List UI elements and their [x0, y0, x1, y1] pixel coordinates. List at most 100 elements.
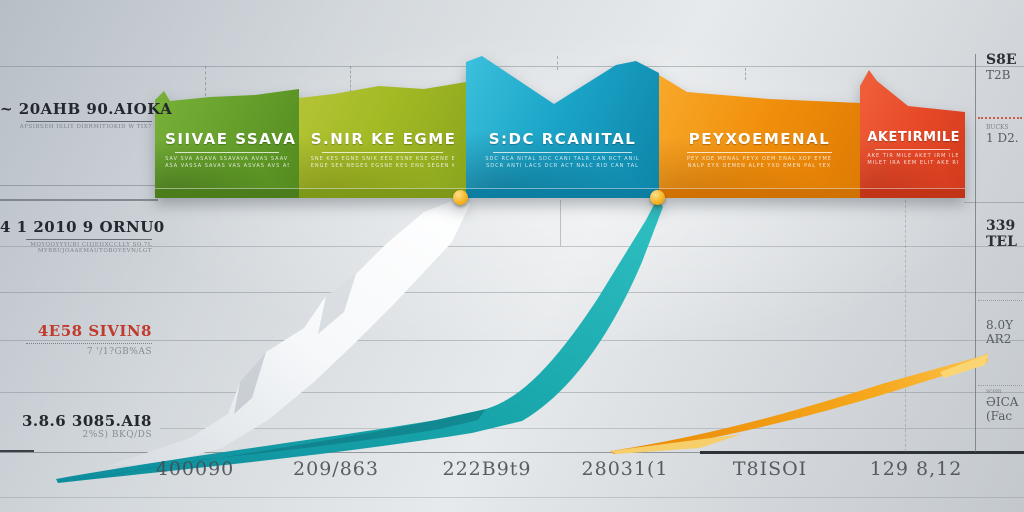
ribbon-white-fold [318, 274, 356, 334]
title-underline [492, 152, 633, 153]
segment-title: SIIVAE SSAVA [165, 130, 297, 148]
label-line: scem [986, 388, 1002, 395]
banner-segment-1: SIIVAE SSAVA SAV SVA ASAVA SSAVAVA AVAS … [155, 89, 299, 198]
title-underline [874, 149, 951, 150]
left-axis-label-1: ~ 20AHB 90.AIOKA AFSIBSEH ISLIY DIBRMITI… [0, 100, 173, 130]
label-line: 339 [986, 218, 1016, 234]
title-underline [174, 152, 280, 153]
ribbon-orange-tip [940, 354, 988, 378]
x-tick-4: 28031(1 [581, 458, 669, 480]
x-tick-6: 129 8,12 [869, 458, 963, 480]
label-line: T2B [986, 68, 1011, 82]
segment-title: S.NIR KE EGME [310, 130, 457, 148]
segment-title: PEYXOEMENAL [688, 130, 831, 148]
segment-fold-lip [466, 188, 659, 198]
dotted-marker [978, 300, 1022, 301]
label-sub: 7 '/1?GB%AS [86, 347, 152, 357]
title-underline [686, 152, 833, 153]
right-axis-label-1: S8E T2B [986, 52, 1024, 82]
ribbon-white [108, 197, 470, 466]
gridline-v [205, 66, 206, 96]
right-axis-label-4: 8.0Y AR2 [986, 318, 1024, 346]
gridline-h [0, 392, 1024, 393]
segment-fold-lip [299, 188, 466, 198]
label-main: 4 1 2010 9 ORNU0 [0, 218, 165, 236]
gridline-v [350, 66, 351, 92]
segment-fold-lip [860, 188, 965, 198]
gridline-v [905, 200, 906, 452]
label-line: TEL [986, 234, 1017, 250]
label-line: (Fac [986, 409, 1013, 423]
gridline-h [0, 246, 1024, 247]
gridline-h [0, 66, 1024, 67]
axis-line-bottom-dark [700, 451, 1024, 454]
segment-title: AKETIRMILE [867, 130, 961, 145]
x-tick-1: 400090 [155, 458, 235, 480]
segment-subtext: SAV SVA ASAVA SSAVAVA AVAS SAAV ASVA [165, 156, 289, 162]
label-rule [26, 239, 152, 240]
gridline-v [560, 200, 561, 246]
right-axis-label-5: scem ƏICA (Fac [986, 388, 1024, 423]
label-line: 1 D2. [986, 131, 1019, 145]
left-axis-label-4: 3.8.6 3085.AI8 2%S) BKQ/DS [0, 412, 158, 440]
title-underline [322, 152, 443, 153]
segment-fold-lip [659, 188, 860, 198]
segment-subtext: SNE KES EGNE SNIK EEG ESNE KSE GENE EKS [310, 156, 455, 162]
label-line: ƏICA [986, 395, 1019, 409]
ribbon-teal [56, 199, 663, 483]
banner-segment-5: AKETIRMILE AKE TIR MILE AKET IRM ILE TIR… [860, 70, 965, 198]
label-main: 3.8.6 3085.AI8 [21, 412, 152, 430]
label-line: BUCKS [986, 124, 1009, 131]
segment-fold-lip [155, 188, 299, 198]
segment-subtext: ENGE SEK NEGES EGSNE KES ENG SEGEN KES [310, 163, 455, 169]
segment-subtext: PEY XOE MENAL PEYX OEM ENAL XOP EYME [687, 156, 832, 162]
dotted-marker-red [978, 117, 1022, 119]
banner-segment-4: PEYXOEMENAL PEY XOE MENAL PEYX OEM ENAL … [659, 75, 860, 198]
x-tick-3: 222B9t9 [442, 458, 532, 480]
gridline-h [964, 202, 1024, 203]
right-axis-label-2: BUCKS 1 D2. [986, 124, 1024, 145]
label-line: AR2 [986, 332, 1012, 346]
segment-subtext: NALP EYX OEMEN ALPE YXO EMEN PAL YEX [687, 163, 832, 169]
gridline-h [0, 199, 158, 201]
gridline-h [0, 497, 1024, 498]
label-sub: 2%S) BKQ/DS [82, 430, 152, 440]
segment-subtext: ASA VASSA SAVAS VAS ASVAS AVS ASA SAVA S… [165, 163, 289, 169]
label-sub: AFSIBSEH ISLIY DIBRMITIOKID W TIX7 [19, 124, 152, 130]
ribbon-white-fold [234, 352, 266, 414]
label-sub: MOYOOYYYCBI CIIJEIIXCCLLY SO.7L [30, 242, 152, 248]
joint-dot-1 [453, 190, 468, 205]
gridline-h [0, 292, 1024, 293]
banner-segment-2: S.NIR KE EGME SNE KES EGNE SNIK EEG ESNE… [299, 82, 466, 198]
banner-segment-3: S:DC RCANITAL SDC RCA NITAL SDC CANI TAL… [466, 56, 659, 198]
gridline-h [0, 340, 1024, 341]
gridline-v [745, 68, 746, 80]
label-line: 8.0Y [986, 318, 1014, 332]
axis-tick-left [0, 450, 34, 452]
joint-dot-2 [650, 190, 665, 205]
label-sub: MYBBUJOAAEMAUTOBOYEVN/LGT [37, 248, 152, 254]
left-axis-label-3: 4E58 SIVIN8 7 '/1?GB%AS [0, 322, 158, 357]
label-main: 4E58 SIVIN8 [37, 322, 152, 340]
segment-subtext: AKE TIR MILE AKET IRM ILE TIR AKE [867, 153, 957, 159]
segment-subtext: MILET IRA KEM ELIT AKE RIM TEL [867, 160, 957, 166]
left-axis-label-2: 4 1 2010 9 ORNU0 MOYOOYYYCBI CIIJEIIXCCL… [0, 218, 165, 254]
dotted-marker [978, 385, 1022, 386]
label-rule [26, 343, 152, 345]
axis-line-bottom [0, 452, 700, 453]
segment-subtext: SDCR ANTI LACS DCR ACT NALC RID CAN TAL [486, 163, 639, 169]
ribbon-orange-underside [610, 434, 742, 454]
gridline-h [0, 185, 160, 186]
gridline-h [160, 428, 1024, 429]
x-tick-5: T8ISOI [732, 458, 808, 480]
axis-line-right [975, 54, 976, 452]
label-rule [26, 121, 152, 122]
label-line: S8E [986, 52, 1017, 68]
segment-title: S:DC RCANITAL [488, 130, 637, 148]
right-axis-label-3: 339 TEL [986, 218, 1024, 250]
label-main: ~ 20AHB 90.AIOKA [0, 100, 173, 118]
segment-subtext: SDC RCA NITAL SDC CANI TALR CAN RCT ANIL [485, 156, 640, 162]
